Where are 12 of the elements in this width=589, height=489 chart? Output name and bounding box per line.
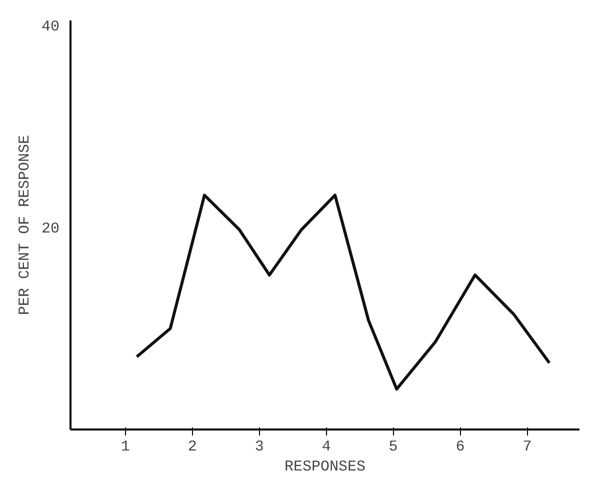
x-tick-label: 4: [322, 438, 331, 456]
y-tick-label: 40: [41, 18, 60, 36]
line-series: [135, 194, 551, 391]
x-tick-label: 2: [188, 438, 197, 456]
x-tick-label: 6: [456, 438, 465, 456]
x-tick-label: 7: [522, 438, 532, 456]
x-tick-label: 3: [254, 438, 264, 456]
x-tick-label: 5: [388, 438, 398, 456]
x-axis-title: RESPONSES: [284, 458, 366, 476]
x-tick-label: 1: [120, 438, 130, 456]
y-tick-label: 20: [41, 220, 60, 238]
y-axis-title: PER CENT OF RESPONSE: [16, 134, 34, 316]
